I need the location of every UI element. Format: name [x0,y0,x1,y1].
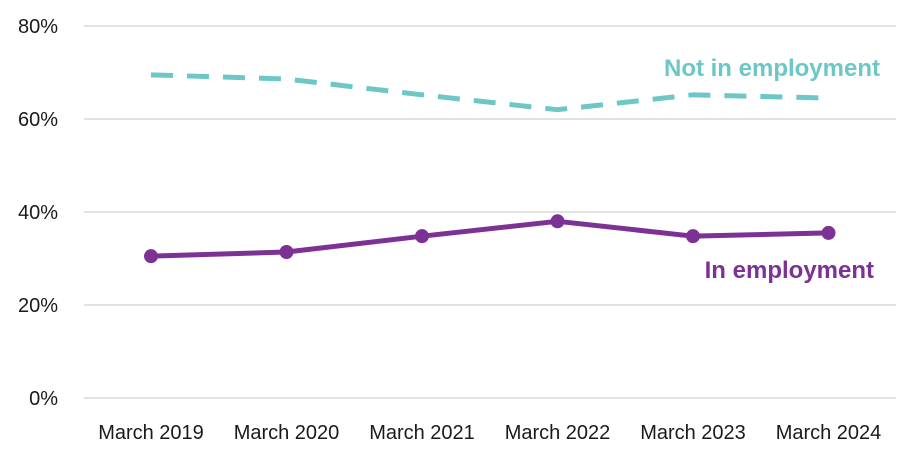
x-tick-label: March 2022 [505,422,611,444]
data-point-in-employment [821,225,836,240]
data-point-in-employment [686,229,700,244]
x-tick-label: March 2024 [776,422,882,444]
x-tick-label: March 2020 [234,422,340,444]
gridlines [84,25,896,399]
x-tick-label: March 2019 [98,422,204,444]
y-tick-label: 0% [29,388,58,410]
series-line-not-in-employment [150,72,829,113]
series-lines [144,72,836,264]
series-labels: Not in employment In employment [664,55,880,284]
series-line-in-employment [148,218,831,259]
x-tick-label: March 2023 [640,422,746,444]
series-label-not-in-employment: Not in employment [664,55,880,82]
y-tick-label: 60% [18,109,58,131]
data-point-in-employment [415,229,429,244]
y-tick-label: 40% [18,202,58,224]
y-tick-label: 80% [18,16,58,38]
x-tick-label: March 2021 [369,422,475,444]
data-point-in-employment [144,249,158,264]
y-axis-tick-labels: 0% 20% 40% 60% 80% [18,16,58,410]
data-point-in-employment [550,214,565,229]
data-point-in-employment [279,244,294,259]
y-tick-label: 20% [18,295,58,317]
series-label-in-employment: In employment [705,257,874,284]
x-axis-tick-labels: March 2019 March 2020 March 2021 March 2022… [98,422,881,444]
